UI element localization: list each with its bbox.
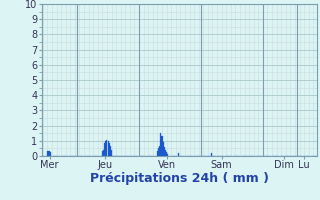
Bar <box>164 147 165 156</box>
Bar <box>107 140 108 156</box>
Bar <box>211 153 212 156</box>
Bar <box>165 150 166 156</box>
Bar <box>47 151 48 156</box>
Bar <box>159 146 160 156</box>
Bar <box>111 150 112 156</box>
Bar <box>166 152 167 156</box>
Bar <box>105 141 106 156</box>
Bar <box>158 148 159 156</box>
Bar <box>178 153 179 156</box>
Bar <box>163 142 164 156</box>
Bar <box>157 151 158 156</box>
Bar <box>167 154 168 156</box>
Bar <box>160 133 161 156</box>
Bar <box>162 136 163 156</box>
Bar <box>49 151 50 156</box>
Bar <box>48 151 49 156</box>
Bar <box>50 152 51 156</box>
Bar <box>102 151 103 156</box>
X-axis label: Précipitations 24h ( mm ): Précipitations 24h ( mm ) <box>90 172 269 185</box>
Bar <box>104 143 105 156</box>
Bar <box>109 143 110 156</box>
Bar <box>103 150 104 156</box>
Bar <box>110 146 111 156</box>
